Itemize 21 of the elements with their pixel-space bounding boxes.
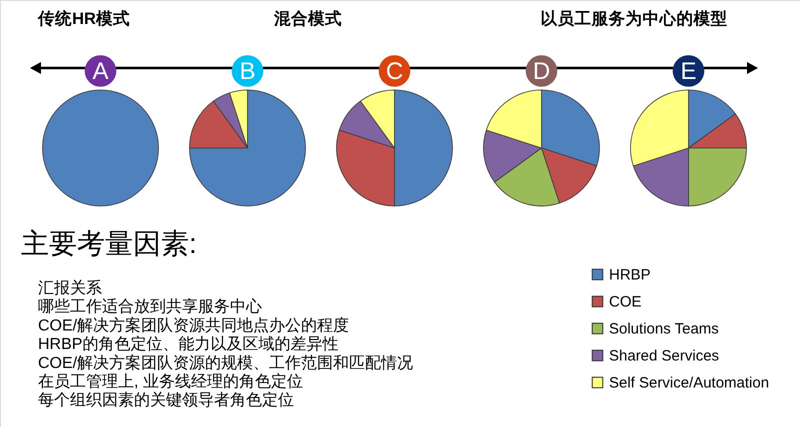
slice-label: D (532, 58, 550, 85)
legend-label: Self Service/Automation (609, 374, 770, 392)
text: 哪些工作适合放到共享服务中心 (38, 298, 262, 316)
text: 传统HR模式 (37, 9, 130, 28)
text: 混合模式 (273, 9, 342, 28)
legend-label: Solutions Teams (609, 320, 719, 338)
text: 每个组织因素的关键领导者角色定位 (38, 391, 294, 410)
text: 汇报关系 (38, 279, 102, 297)
text: 在员工管理上, 业务线经理的角色定位 (38, 372, 303, 390)
legend-label: Shared Services (609, 348, 720, 364)
text: HRBP的角色定位、能力以及区域的差异性 (38, 335, 338, 354)
legend-label: HRBP (609, 266, 651, 284)
slice-label: C (386, 58, 404, 85)
slice-label: A (92, 58, 109, 85)
text: COE/解决方案团队资源的规模、工作范围和匹配情况 (38, 354, 414, 372)
text: 主要考量因素: (21, 228, 197, 259)
text: 以员工服务为中心的模型 (540, 9, 728, 28)
legend-label: COE (609, 294, 642, 310)
text: COE/解决方案团队资源共同地点办公的程度 (38, 316, 350, 334)
slice-label: B (239, 58, 256, 85)
slice-label: E (680, 58, 697, 85)
